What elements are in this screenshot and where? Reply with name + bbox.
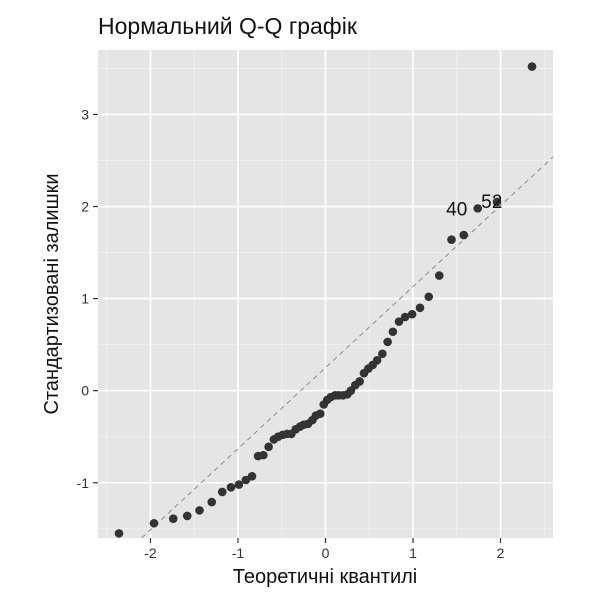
x-axis-title: Теоретичні квантилі [233,566,417,588]
data-point [473,204,483,213]
x-tick-label: 0 [322,545,330,561]
major-gridlines [98,50,553,538]
data-point [434,271,444,280]
y-axis-title: Стандартизовані залишки [41,173,63,414]
data-point [424,292,434,302]
data-point [264,442,273,452]
point-labels-layer: 40 52 [446,192,502,220]
data-point [149,518,159,528]
reference-line-layer [141,156,554,539]
data-point [234,480,244,489]
y-tick-label: 3 [81,106,89,122]
data-point [459,230,469,240]
y-tick-label: 1 [81,291,89,307]
x-axis-ticks: -2 -1 0 1 2 [144,538,505,561]
y-tick-label: -1 [77,475,90,491]
data-point [182,511,192,521]
data-point [447,235,456,244]
data-point [407,309,417,319]
x-tick-label: 2 [497,545,505,561]
data-point [217,487,227,497]
point-label: 40 [446,199,467,220]
data-point [492,197,502,207]
chart-title: Нормальний Q-Q графік [98,13,358,39]
x-tick-label: -2 [144,545,157,561]
reference-line [141,156,554,539]
data-point [527,62,537,71]
data-point [383,337,392,347]
y-tick-label: 2 [81,199,89,215]
data-point [415,303,425,313]
data-point [372,355,382,365]
data-point [259,450,268,460]
data-point [168,514,178,523]
data-point [400,312,410,322]
point-label: 52 [481,192,502,213]
y-axis-ticks: -1 0 1 2 3 [77,106,98,491]
data-point [207,497,217,507]
data-point [394,317,404,326]
data-point [114,529,124,538]
points-layer [114,62,537,538]
data-point [355,377,364,386]
data-point [226,483,236,492]
y-tick-label: 0 [81,383,89,399]
data-point [195,506,204,515]
x-tick-label: 1 [409,545,417,561]
data-point [315,409,325,418]
data-point [388,327,398,337]
data-point [247,472,257,481]
x-tick-label: -1 [232,545,245,561]
data-point [378,349,387,359]
